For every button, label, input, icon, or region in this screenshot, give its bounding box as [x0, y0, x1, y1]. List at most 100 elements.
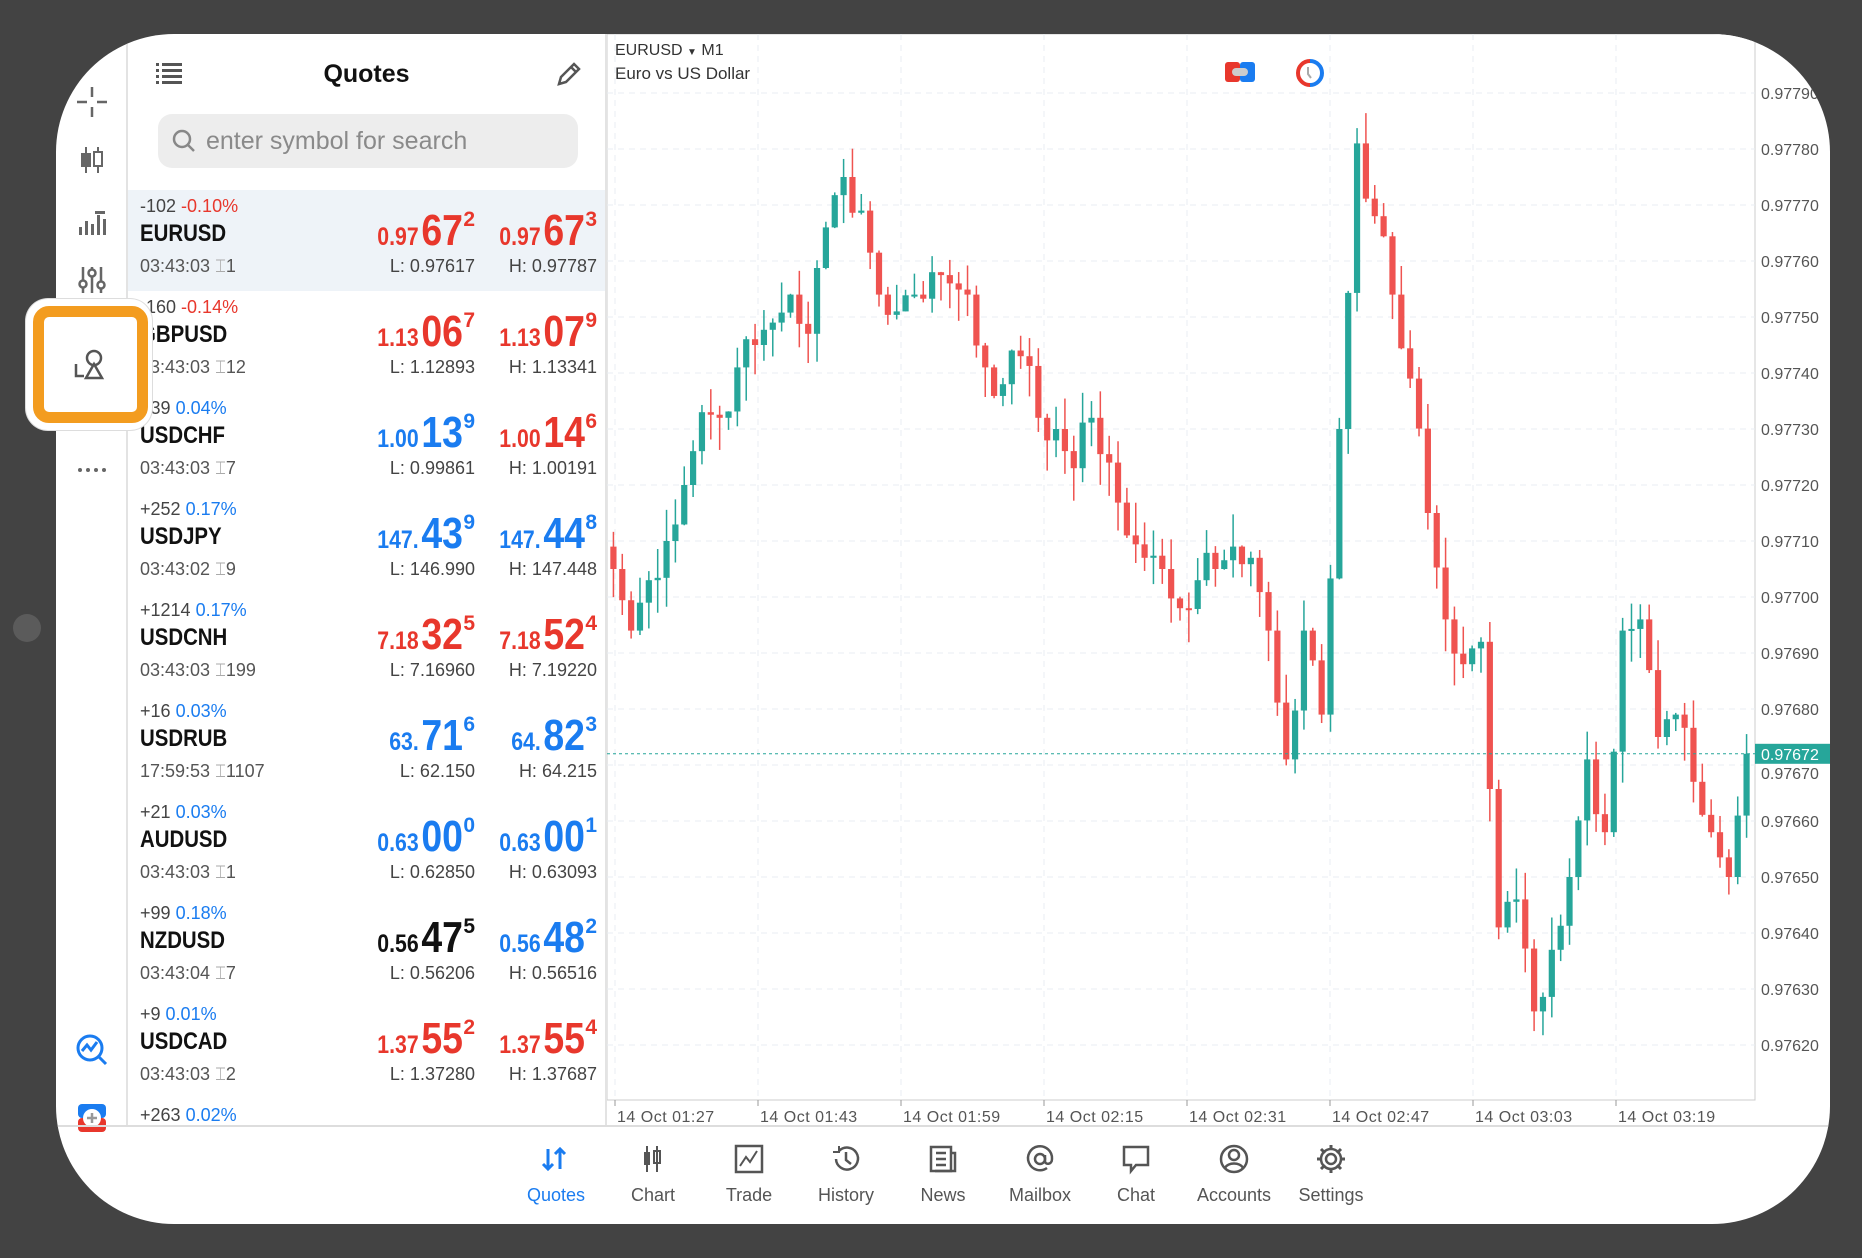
- trading-session-clock-icon[interactable]: [1295, 58, 1325, 93]
- day-low: L: 1.37280: [389, 1064, 475, 1084]
- bid-price[interactable]: 63.716: [384, 711, 475, 761]
- ask-price[interactable]: 7.18524: [492, 610, 597, 660]
- chat-icon: [1086, 1139, 1186, 1179]
- quote-row[interactable]: +21 0.03% AUDUSD 03:43:03 ⌶1 0.63000 0.6…: [128, 796, 605, 897]
- candle-body: [1628, 628, 1635, 631]
- tab-history[interactable]: History: [796, 1139, 896, 1206]
- price-prefix: 0.56: [376, 930, 419, 958]
- candle-body: [1212, 552, 1219, 569]
- tab-chart[interactable]: Chart: [603, 1139, 703, 1206]
- quote-row[interactable]: +9 0.01% USDCAD 03:43:03 ⌶2 1.37552 1.37…: [128, 998, 605, 1099]
- search-input[interactable]: enter symbol for search: [158, 114, 578, 168]
- quote-row[interactable]: -102 -0.10% EURUSD 03:43:03 ⌶1 0.97672 0…: [128, 190, 605, 291]
- candle-body: [725, 411, 732, 418]
- ask-price[interactable]: 64.823: [506, 711, 597, 761]
- bid-price[interactable]: 147.439: [370, 509, 475, 559]
- time-value: 03:43:03: [140, 256, 211, 276]
- ask-price[interactable]: 1.13079: [492, 307, 597, 357]
- edit-pencil-icon[interactable]: [555, 60, 583, 93]
- bid-price[interactable]: 1.37552: [370, 1014, 475, 1064]
- chart-description: Euro vs US Dollar: [615, 64, 751, 83]
- symbol-name: USDCAD: [140, 1028, 228, 1055]
- crosshair-icon[interactable]: [72, 82, 112, 122]
- quote-row[interactable]: +263 0.02%: [128, 1099, 605, 1125]
- bid-price[interactable]: 0.97672: [370, 206, 475, 256]
- tab-quotes[interactable]: Quotes: [506, 1139, 606, 1206]
- quotes-header: Quotes enter symbol for search: [128, 34, 605, 184]
- price-big-digits: 48: [543, 913, 586, 962]
- candle-body: [1486, 641, 1493, 790]
- more-dots-icon[interactable]: [72, 450, 112, 490]
- bid-price[interactable]: 0.63000: [370, 812, 475, 862]
- price-fraction: 2: [463, 1016, 475, 1039]
- ask-price[interactable]: 0.56482: [492, 913, 597, 963]
- tab-trade[interactable]: Trade: [699, 1139, 799, 1206]
- price-big-digits: 82: [543, 711, 586, 760]
- objects-tool-button-highlighted[interactable]: [33, 306, 148, 423]
- bid-price[interactable]: 0.56475: [370, 913, 475, 963]
- ask-price[interactable]: 0.63001: [492, 812, 597, 862]
- quote-row[interactable]: +99 0.18% NZDUSD 03:43:04 ⌶7 0.56475 0.5…: [128, 897, 605, 998]
- tab-mailbox[interactable]: Mailbox: [990, 1139, 1090, 1206]
- candle-body: [849, 177, 856, 213]
- bid-price[interactable]: 7.18325: [370, 610, 475, 660]
- ask-price[interactable]: 147.448: [492, 509, 597, 559]
- quote-row[interactable]: +1214 0.17% USDCNH 03:43:03 ⌶199 7.18325…: [128, 594, 605, 695]
- change-value: +1214: [140, 600, 191, 620]
- candle-body: [1238, 546, 1246, 565]
- quote-row[interactable]: -160 -0.14% GBPUSD 03:43:03 ⌶12 1.13067 …: [128, 291, 605, 392]
- quote-row[interactable]: +16 0.03% USDRUB 17:59:53 ⌶1107 63.716 6…: [128, 695, 605, 796]
- candle-body: [1477, 641, 1485, 649]
- candle-body: [672, 524, 679, 541]
- candle-body: [1274, 630, 1281, 703]
- price-chart[interactable]: 0.97790 0.97780 0.97770 0.97760 0.97750 0.977…: [606, 34, 1830, 1126]
- candle-body: [893, 311, 900, 315]
- time-value: 03:43:03: [140, 458, 211, 478]
- spread-value: 1: [225, 256, 236, 276]
- candle-body: [787, 294, 794, 313]
- price-fraction: 9: [585, 309, 597, 332]
- candle-body: [1035, 365, 1042, 418]
- candle-body: [681, 485, 688, 525]
- chart-symbol-selector[interactable]: EURUSD ▼ M1: [615, 42, 724, 60]
- candlestick-icon[interactable]: [72, 140, 112, 180]
- change-points: +39 0.04%: [140, 398, 227, 419]
- symbol-name: USDCNH: [140, 624, 228, 651]
- candle-body: [1442, 567, 1449, 620]
- price-big-digits: 06: [421, 307, 464, 356]
- one-click-panel-icon[interactable]: [1225, 62, 1255, 87]
- candle-body: [822, 227, 829, 268]
- quote-time: 03:43:03 ⌶1: [140, 256, 236, 277]
- candle-body: [716, 414, 723, 418]
- spread-icon: ⌶: [215, 963, 226, 983]
- price-fraction: 2: [463, 208, 475, 231]
- y-axis-label: 0.97630: [1761, 982, 1819, 999]
- tab-label: News: [920, 1185, 966, 1205]
- ask-price[interactable]: 1.00146: [492, 408, 597, 458]
- ask-price[interactable]: 1.37554: [492, 1014, 597, 1064]
- day-low: L: 62.150: [399, 761, 475, 781]
- tab-accounts[interactable]: Accounts: [1184, 1139, 1284, 1206]
- indicators-icon[interactable]: [72, 202, 112, 242]
- candle-body: [1566, 877, 1573, 926]
- ask-price[interactable]: 0.97673: [492, 206, 597, 256]
- candle-body: [1070, 451, 1077, 469]
- tab-chat[interactable]: Chat: [1086, 1139, 1186, 1206]
- market-analysis-icon[interactable]: [72, 1030, 112, 1070]
- list-view-icon[interactable]: [156, 62, 182, 89]
- tab-settings[interactable]: Settings: [1281, 1139, 1381, 1206]
- bid-price[interactable]: 1.13067: [370, 307, 475, 357]
- candle-body: [867, 210, 874, 253]
- candle-body: [743, 339, 750, 368]
- bid-price[interactable]: 1.00139: [370, 408, 475, 458]
- quote-row[interactable]: +39 0.04% USDCHF 03:43:03 ⌶7 1.00139 1.0…: [128, 392, 605, 493]
- tab-news[interactable]: News: [893, 1139, 993, 1206]
- price-prefix: 0.97: [376, 223, 419, 251]
- quote-row[interactable]: +252 0.17% USDJPY 03:43:02 ⌶9 147.439 14…: [128, 493, 605, 594]
- candle-body: [654, 577, 661, 581]
- settings-sliders-icon[interactable]: [72, 260, 112, 300]
- candle-body: [1592, 759, 1600, 815]
- chart-panel[interactable]: 0.97790 0.97780 0.97770 0.97760 0.97750 0.977…: [606, 34, 1830, 1126]
- price-prefix: 1.13: [498, 324, 541, 352]
- price-prefix: 63.: [388, 728, 419, 756]
